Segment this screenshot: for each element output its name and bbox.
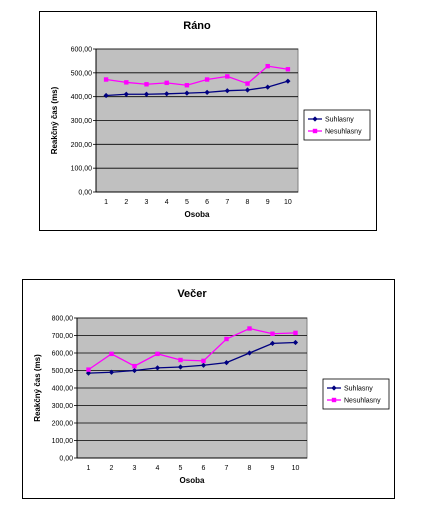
data-point bbox=[270, 331, 275, 336]
series-line-suhlasny bbox=[88, 341, 296, 374]
chart-evening-svg: Večer 0,00 100,00 200,00 300,00 400,00 500,00 6… bbox=[33, 288, 390, 485]
y-axis-title: Reakčný čas (ms) bbox=[33, 354, 42, 422]
data-point bbox=[225, 74, 230, 79]
x-tick-label: 7 bbox=[225, 199, 229, 206]
data-point bbox=[164, 91, 170, 97]
x-tick-label: 2 bbox=[124, 199, 128, 206]
data-point bbox=[177, 364, 184, 370]
data-point bbox=[223, 360, 230, 366]
x-tick-label: 6 bbox=[205, 199, 209, 206]
y-tick-label: 400,00 bbox=[71, 94, 93, 101]
chart-title: Ráno bbox=[183, 20, 211, 32]
y-tick-label: 800,00 bbox=[52, 316, 74, 323]
legend-marker bbox=[312, 128, 318, 134]
y-tick-label: 100,00 bbox=[52, 438, 74, 445]
data-point bbox=[245, 81, 250, 86]
legend-label: Nesuhlasny bbox=[325, 129, 362, 136]
data-point bbox=[269, 340, 276, 346]
y-tick-label: 300,00 bbox=[52, 403, 74, 410]
y-tick-label: 400,00 bbox=[52, 386, 74, 393]
data-point bbox=[204, 89, 210, 95]
data-point bbox=[131, 367, 138, 374]
data-point bbox=[143, 91, 150, 97]
data-point bbox=[155, 351, 160, 357]
legend-marker bbox=[331, 397, 337, 403]
x-tick-label: 7 bbox=[225, 465, 229, 472]
data-point bbox=[265, 84, 271, 90]
y-tick-label: 600,00 bbox=[52, 351, 74, 358]
data-point bbox=[154, 365, 161, 371]
legend-marker bbox=[312, 116, 318, 122]
data-point bbox=[201, 358, 206, 364]
data-point bbox=[109, 351, 114, 357]
x-tick-label: 3 bbox=[133, 465, 137, 472]
legend-box bbox=[303, 109, 371, 141]
x-tick-label: 3 bbox=[145, 199, 149, 206]
series-line-nesuhlasny bbox=[106, 65, 288, 86]
legend-label: Nesuhlasny bbox=[344, 398, 381, 405]
x-tick-label: 5 bbox=[185, 199, 189, 206]
legend-marker bbox=[331, 385, 337, 391]
data-point bbox=[124, 80, 129, 85]
x-tick-label: 1 bbox=[104, 199, 108, 206]
data-point bbox=[224, 336, 229, 342]
data-point bbox=[132, 363, 137, 369]
data-point bbox=[184, 83, 190, 88]
x-tick-label: 2 bbox=[110, 465, 114, 472]
x-axis-title: Osoba bbox=[185, 210, 210, 219]
x-tick-label: 8 bbox=[246, 199, 250, 206]
x-axis-title: Osoba bbox=[180, 476, 205, 485]
chart-morning-svg: Ráno 0,00 100,00 200,00 300,00 400,00 500,00 60… bbox=[50, 20, 371, 219]
series-line-nesuhlasny bbox=[88, 327, 296, 371]
series-line-suhlasny bbox=[106, 80, 289, 97]
y-tick-label: 100,00 bbox=[71, 166, 93, 173]
x-tick-label: 10 bbox=[284, 199, 292, 206]
x-tick-label: 6 bbox=[202, 465, 206, 472]
data-point bbox=[178, 357, 183, 363]
data-point bbox=[123, 91, 129, 97]
legend-label: Suhlasny bbox=[325, 117, 354, 124]
y-tick-label: 0,00 bbox=[78, 190, 92, 197]
data-point bbox=[86, 367, 91, 372]
data-point bbox=[246, 350, 253, 356]
x-tick-label: 5 bbox=[179, 465, 183, 472]
x-tick-label: 10 bbox=[292, 465, 300, 472]
data-point bbox=[103, 92, 109, 99]
data-point bbox=[103, 77, 109, 82]
data-point bbox=[200, 362, 207, 368]
x-tick-label: 9 bbox=[271, 465, 275, 472]
chart-morning: Ráno 0,00 100,00 200,00 300,00 400,00 500,00 60… bbox=[39, 11, 377, 231]
legend-label: Suhlasny bbox=[344, 386, 373, 393]
x-tick-label: 9 bbox=[266, 199, 270, 206]
data-point bbox=[285, 67, 291, 72]
legend-box bbox=[322, 378, 390, 410]
y-tick-label: 600,00 bbox=[71, 47, 93, 54]
data-point bbox=[184, 90, 190, 96]
data-point bbox=[247, 326, 252, 331]
data-point bbox=[204, 77, 210, 82]
data-point bbox=[108, 369, 115, 375]
y-tick-label: 200,00 bbox=[52, 421, 74, 428]
y-tick-label: 0,00 bbox=[59, 456, 73, 463]
data-point bbox=[164, 80, 169, 86]
data-point bbox=[224, 88, 230, 94]
y-tick-label: 500,00 bbox=[71, 70, 93, 77]
data-point bbox=[293, 330, 298, 336]
x-tick-label: 4 bbox=[156, 465, 160, 472]
chart-title: Večer bbox=[177, 288, 207, 300]
y-tick-label: 300,00 bbox=[71, 118, 93, 125]
x-tick-label: 4 bbox=[165, 199, 169, 206]
y-tick-label: 500,00 bbox=[52, 368, 74, 375]
x-tick-label: 1 bbox=[87, 465, 91, 472]
y-tick-label: 200,00 bbox=[71, 142, 93, 149]
data-point bbox=[292, 339, 299, 346]
y-tick-label: 700,00 bbox=[52, 333, 74, 340]
x-tick-label: 8 bbox=[248, 465, 252, 472]
y-axis-title: Reakčný čas (ms) bbox=[50, 86, 59, 154]
data-point bbox=[244, 87, 251, 93]
data-point bbox=[144, 82, 149, 87]
data-point bbox=[265, 63, 270, 69]
chart-evening: Večer 0,00 100,00 200,00 300,00 400,00 500,00 6… bbox=[22, 279, 395, 499]
data-point bbox=[85, 370, 92, 376]
